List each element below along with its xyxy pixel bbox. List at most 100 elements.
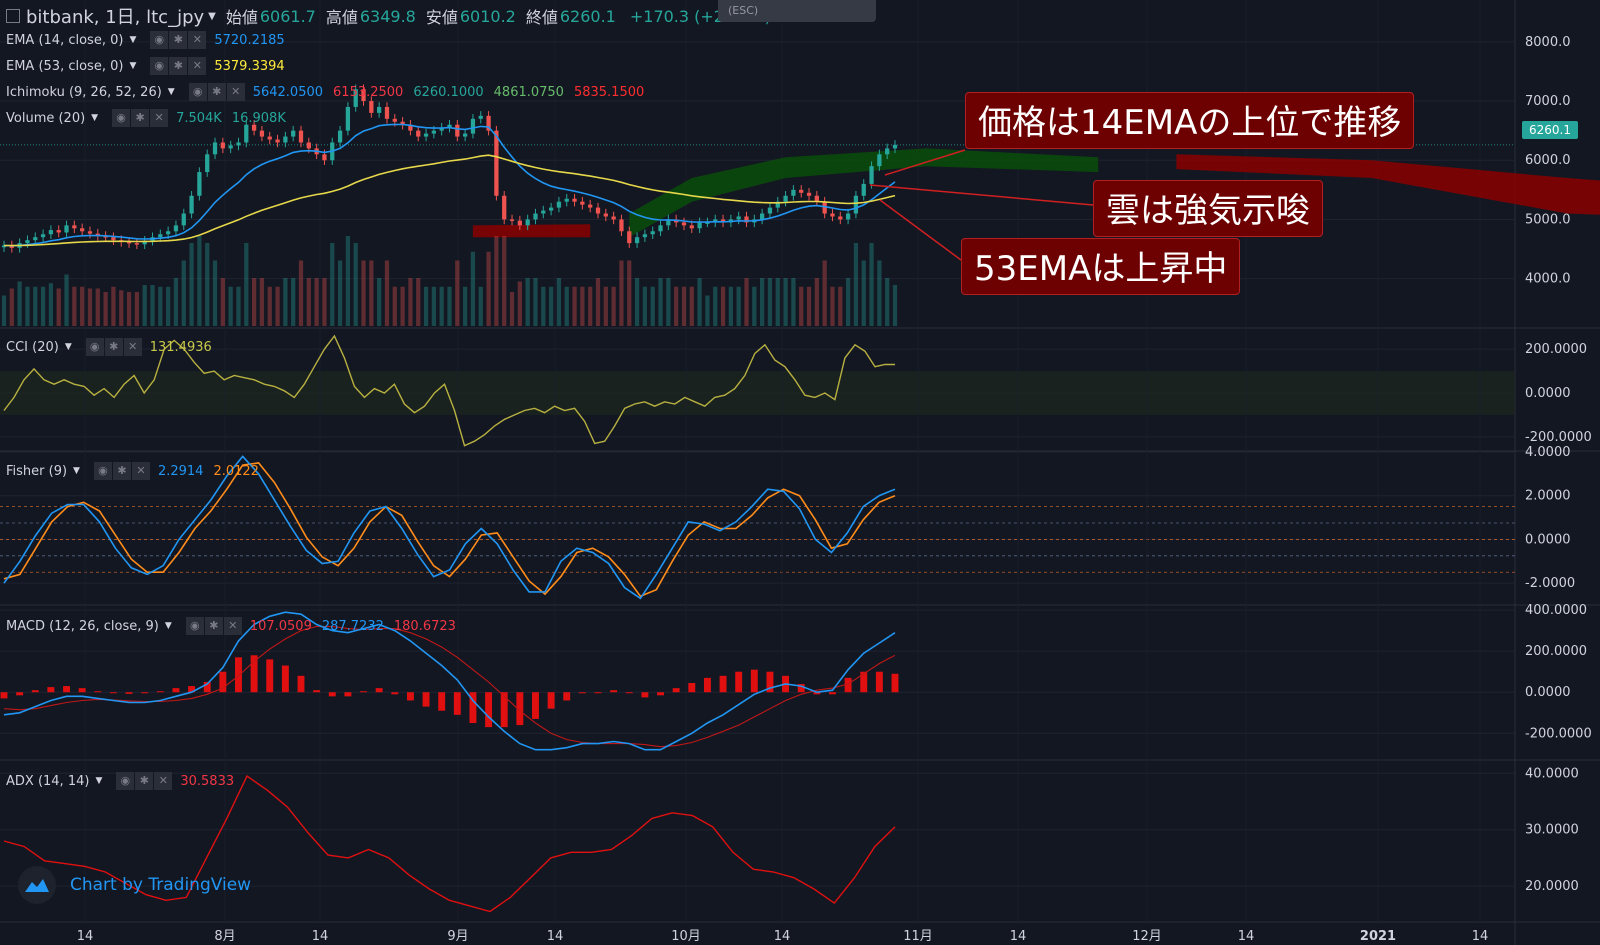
close-icon[interactable]: ✕	[131, 462, 150, 480]
macd-histogram-bar	[860, 671, 868, 693]
eye-icon[interactable]: ◉	[112, 109, 131, 127]
gear-icon[interactable]: ✱	[112, 462, 131, 480]
gear-icon[interactable]: ✱	[207, 83, 226, 101]
ema53-value: 5379.3394	[214, 58, 285, 74]
gear-icon[interactable]: ✱	[104, 338, 123, 356]
volume-bar	[533, 278, 538, 326]
volume-bar	[744, 278, 749, 326]
eye-icon[interactable]: ◉	[150, 57, 169, 75]
macd-histogram-bar	[391, 692, 399, 695]
chevron-down-icon[interactable]: ▼	[95, 776, 103, 786]
eye-icon[interactable]: ◉	[116, 772, 135, 790]
volume-bar	[56, 288, 61, 326]
chevron-down-icon[interactable]: ▼	[129, 61, 137, 71]
last-price-tag: 6260.1	[1522, 121, 1578, 139]
volume-bar	[322, 278, 327, 326]
gear-icon[interactable]: ✱	[204, 617, 223, 635]
legend-macd[interactable]: MACD (12, 26, close, 9) ▼ ◉ ✱ ✕ 107.0509 28…	[6, 616, 466, 636]
volume-bar	[517, 281, 522, 326]
chevron-down-icon[interactable]: ▼	[208, 10, 216, 22]
candle-body	[408, 124, 413, 131]
close-icon[interactable]: ✕	[123, 338, 142, 356]
macd-line	[3, 611, 896, 751]
candle-body	[259, 130, 265, 137]
collapse-icon[interactable]	[6, 9, 20, 23]
macd-histogram-bar	[94, 691, 102, 693]
chevron-down-icon[interactable]: ▼	[73, 466, 80, 476]
volume-bar	[455, 260, 460, 326]
candle-body	[642, 234, 648, 238]
close-icon[interactable]: ✕	[223, 617, 242, 635]
volume-bar	[775, 278, 780, 326]
candle-body	[603, 213, 608, 217]
macd-histogram-bar	[578, 692, 586, 694]
volume-bar	[478, 286, 483, 326]
chevron-down-icon[interactable]: ▼	[164, 621, 172, 631]
candle-body	[494, 130, 499, 196]
macd-histogram-bar	[266, 659, 274, 693]
cci-value: 131.4936	[149, 339, 212, 355]
volume-bar	[48, 283, 54, 326]
esc-hint[interactable]: (ESC)	[718, 0, 876, 22]
close-icon[interactable]: ✕	[188, 31, 207, 49]
chevron-down-icon[interactable]: ▼	[91, 113, 99, 123]
candle-body	[455, 124, 460, 137]
tradingview-watermark[interactable]: Chart by TradingView	[18, 866, 251, 904]
volume-bar	[502, 236, 507, 326]
chevron-down-icon[interactable]: ▼	[167, 87, 175, 97]
candle-body	[400, 121, 405, 125]
volume-bar	[40, 286, 46, 326]
legend-ema53[interactable]: EMA (53, close, 0) ▼ ◉ ✱ ✕ 5379.3394	[6, 56, 295, 76]
eye-icon[interactable]: ◉	[150, 31, 169, 49]
ichimoku-lagging: 6260.1000	[413, 84, 484, 100]
volume-bar	[447, 286, 452, 326]
gear-icon[interactable]: ✱	[131, 109, 150, 127]
candle-body	[80, 228, 85, 232]
candle-body	[705, 222, 710, 224]
axis-tick-label: 40.0000	[1525, 766, 1579, 781]
chevron-down-icon[interactable]: ▼	[64, 342, 72, 352]
legend-adx[interactable]: ADX (14, 14) ▼ ◉ ✱ ✕ 30.5833	[6, 771, 244, 791]
symbol-label[interactable]: bitbank, 1日, ltc_jpy	[26, 7, 205, 28]
eye-icon[interactable]: ◉	[188, 83, 207, 101]
volume-bar	[361, 260, 366, 326]
adx-name: ADX (14, 14)	[6, 773, 90, 789]
close-icon[interactable]: ✕	[188, 57, 207, 75]
candle-body	[251, 124, 257, 131]
x-tick-label: 10月	[671, 929, 701, 944]
macd-histogram-bar	[813, 692, 821, 695]
x-tick-label: 14	[547, 929, 564, 944]
annotation-ema53-rising: 53EMAは上昇中	[961, 238, 1241, 295]
volume-bar	[486, 251, 491, 326]
x-tick-label: 9月	[447, 929, 468, 944]
gear-icon[interactable]: ✱	[135, 772, 154, 790]
eye-icon[interactable]: ◉	[93, 462, 112, 480]
legend-fisher[interactable]: Fisher (9) ▼ ◉ ✱ ✕ 2.2914 2.0122	[6, 461, 269, 481]
legend-ema14[interactable]: EMA (14, close, 0) ▼ ◉ ✱ ✕ 5720.2185	[6, 30, 295, 50]
candle-body	[166, 231, 171, 235]
annotation-pointers	[869, 149, 1094, 261]
close-icon[interactable]: ✕	[150, 109, 169, 127]
candle-body	[517, 220, 522, 226]
legend-ichimoku[interactable]: Ichimoku (9, 26, 52, 26) ▼ ◉ ✱ ✕ 5642.0500 …	[6, 82, 654, 102]
gear-icon[interactable]: ✱	[169, 31, 188, 49]
volume-bar	[525, 278, 530, 326]
gear-icon[interactable]: ✱	[169, 57, 188, 75]
volume-bar	[377, 278, 382, 326]
volume-bar	[400, 286, 405, 326]
chevron-down-icon[interactable]: ▼	[129, 35, 137, 45]
close-icon[interactable]: ✕	[226, 83, 245, 101]
eye-icon[interactable]: ◉	[185, 617, 204, 635]
legend-cci[interactable]: CCI (20) ▼ ◉ ✱ ✕ 131.4936	[6, 337, 222, 357]
cloud-segment-bearish	[472, 224, 591, 238]
volume-bar	[17, 281, 22, 326]
macd-histogram-bar	[31, 690, 39, 693]
legend-volume[interactable]: Volume (20) ▼ ◉ ✱ ✕ 7.504K 16.908K	[6, 108, 296, 128]
volume-bar	[697, 278, 702, 326]
candle-body	[87, 231, 93, 234]
eye-icon[interactable]: ◉	[85, 338, 104, 356]
ema14-name: EMA (14, close, 0)	[6, 32, 124, 48]
volume-bar	[423, 286, 429, 326]
close-icon[interactable]: ✕	[154, 772, 173, 790]
